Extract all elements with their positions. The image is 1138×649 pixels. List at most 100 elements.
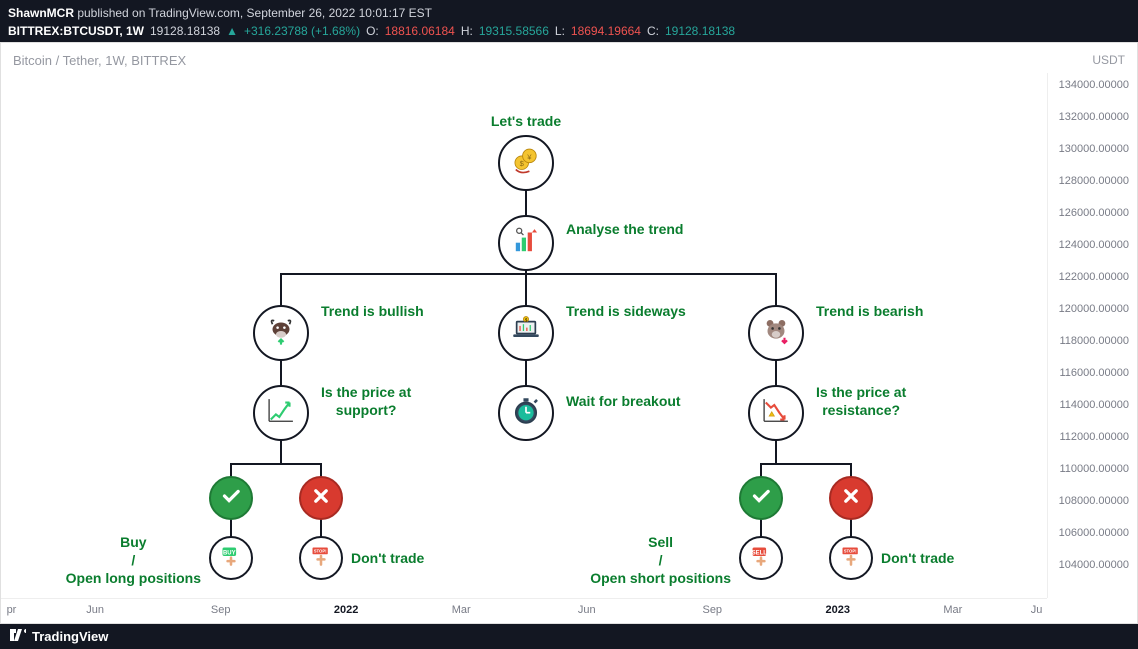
stop2-icon: STOP!: [834, 539, 868, 578]
y-axis: 134000.00000 132000.00000 130000.00000 1280…: [1047, 73, 1137, 598]
y-tick: 110000.00000: [1059, 463, 1129, 475]
label-buy: Buy / Open long positions: [66, 533, 201, 588]
res_yes-icon: [748, 483, 774, 514]
y-tick: 118000.00000: [1059, 335, 1129, 347]
x-tick: Jun: [86, 604, 104, 616]
node-sup_yes: [209, 476, 253, 520]
sup_no-icon: [308, 483, 334, 514]
ohlc-c-label: C:: [647, 22, 659, 40]
sideways-icon: $: [509, 314, 543, 353]
y-tick: 104000.00000: [1059, 559, 1129, 571]
ohlc-h-label: H:: [461, 22, 473, 40]
label-bullish: Trend is bullish: [321, 303, 424, 319]
node-sideways: $: [498, 305, 554, 361]
label-bearish: Trend is bearish: [816, 303, 923, 319]
svg-text:SELL: SELL: [752, 550, 768, 556]
label-analyse: Analyse the trend: [566, 221, 683, 237]
bearish-icon: [759, 314, 793, 353]
ohlc-h: 19315.58566: [479, 22, 549, 40]
x-tick: Ju: [1031, 604, 1043, 616]
author-name: ShawnMCR: [8, 6, 74, 20]
y-tick: 132000.00000: [1059, 111, 1129, 123]
node-stop2: STOP!: [829, 536, 873, 580]
svg-text:STOP!: STOP!: [314, 548, 327, 553]
x-tick: Jun: [578, 604, 596, 616]
sup_yes-icon: [218, 483, 244, 514]
y-tick: 134000.00000: [1059, 79, 1129, 91]
node-resistance: [748, 385, 804, 441]
label-start: Let's trade: [491, 113, 561, 129]
connector: [761, 463, 851, 465]
y-tick: 116000.00000: [1059, 367, 1129, 379]
buy-icon: BUY: [214, 539, 248, 578]
y-tick: 114000.00000: [1059, 399, 1129, 411]
label-sell: Sell / Open short positions: [590, 533, 731, 588]
y-tick: 112000.00000: [1059, 431, 1129, 443]
footer-brand: TradingView: [32, 629, 108, 644]
x-tick: pr: [7, 604, 17, 616]
arrow-up-icon: ▲: [226, 22, 238, 40]
x-tick: 2022: [334, 604, 358, 616]
ohlc-c: 19128.18138: [665, 22, 735, 40]
chart-area[interactable]: Bitcoin / Tether, 1W, BITTREX USDT 13400…: [0, 42, 1138, 624]
svg-text:STOP!: STOP!: [844, 548, 857, 553]
node-res_yes: [739, 476, 783, 520]
x-tick: Mar: [943, 604, 962, 616]
node-breakout: [498, 385, 554, 441]
label-resistance: Is the price at resistance?: [816, 383, 906, 419]
ohlc-l: 18694.19664: [571, 22, 641, 40]
ohlc-o: 18816.06184: [385, 22, 455, 40]
node-bullish: [253, 305, 309, 361]
x-tick: Mar: [452, 604, 471, 616]
node-sell: SELL: [739, 536, 783, 580]
x-tick: Sep: [211, 604, 231, 616]
node-support: [253, 385, 309, 441]
ticker-line: BITTREX:BTCUSDT, 1W 19128.18138 ▲ +316.2…: [8, 22, 1130, 40]
connector: [231, 463, 321, 465]
y-tick: 126000.00000: [1059, 207, 1129, 219]
node-stop1: STOP!: [299, 536, 343, 580]
price: 19128.18138: [150, 22, 220, 40]
node-bearish: [748, 305, 804, 361]
res_no-icon: [838, 483, 864, 514]
svg-text:BUY: BUY: [223, 550, 236, 556]
label-breakout: Wait for breakout: [566, 393, 681, 409]
resistance-icon: [759, 394, 793, 433]
price-change: +316.23788 (+1.68%): [244, 22, 360, 40]
start-icon: ¥$: [509, 144, 543, 183]
x-tick: 2023: [826, 604, 850, 616]
y-tick: 128000.00000: [1059, 175, 1129, 187]
flowchart-canvas: ¥$ $ BUY STOP! SELL STOP! Let's trade Analyse t…: [1, 73, 1047, 598]
stop1-icon: STOP!: [304, 539, 338, 578]
ohlc-o-label: O:: [366, 22, 379, 40]
node-start: ¥$: [498, 135, 554, 191]
footer-bar: TradingView: [0, 624, 1138, 649]
publish-line: ShawnMCR published on TradingView.com, S…: [8, 4, 1130, 22]
node-res_no: [829, 476, 873, 520]
breakout-icon: [509, 394, 543, 433]
node-analyse: [498, 215, 554, 271]
bullish-icon: [264, 314, 298, 353]
y-tick: 120000.00000: [1059, 303, 1129, 315]
node-buy: BUY: [209, 536, 253, 580]
sell-icon: SELL: [744, 539, 778, 578]
symbol: BITTREX:BTCUSDT, 1W: [8, 22, 144, 40]
analyse-icon: [509, 224, 543, 263]
node-sup_no: [299, 476, 343, 520]
label-support: Is the price at support?: [321, 383, 411, 419]
chart-title: Bitcoin / Tether, 1W, BITTREX: [13, 53, 186, 68]
connector: [281, 273, 776, 275]
label-dont2: Don't trade: [881, 550, 954, 566]
label-sideways: Trend is sideways: [566, 303, 686, 319]
y-tick: 108000.00000: [1059, 495, 1129, 507]
y-axis-unit: USDT: [1092, 53, 1125, 67]
x-tick: Sep: [702, 604, 722, 616]
y-tick: 124000.00000: [1059, 239, 1129, 251]
y-tick: 106000.00000: [1059, 527, 1129, 539]
ohlc-l-label: L:: [555, 22, 565, 40]
label-dont1: Don't trade: [351, 550, 424, 566]
tradingview-logo-icon: [10, 629, 26, 644]
y-tick: 130000.00000: [1059, 143, 1129, 155]
x-axis: pr Jun Sep 2022 Mar Jun Sep 2023 Mar Ju: [1, 598, 1047, 623]
support-icon: [264, 394, 298, 433]
